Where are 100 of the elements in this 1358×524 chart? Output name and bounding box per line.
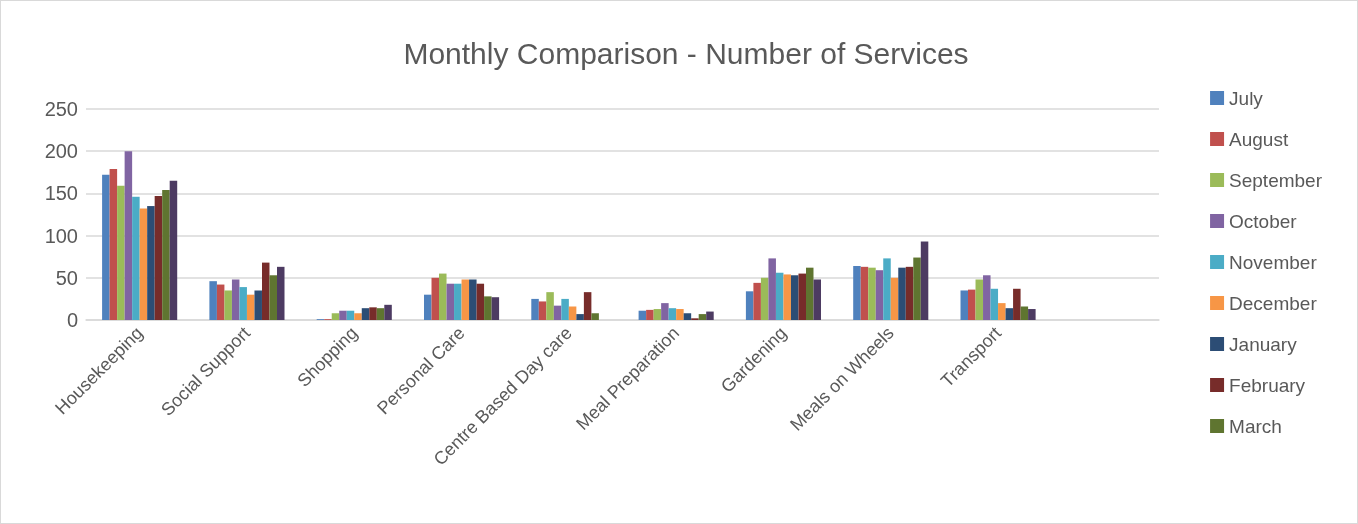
bar xyxy=(231,279,240,320)
bar xyxy=(860,266,869,320)
bar xyxy=(1020,306,1029,320)
bar xyxy=(646,309,654,320)
bar xyxy=(783,274,791,320)
bar xyxy=(376,308,385,320)
bar xyxy=(461,279,470,320)
bar xyxy=(698,314,707,320)
bar xyxy=(768,258,776,320)
legend-label: July xyxy=(1229,87,1264,109)
bar xyxy=(676,309,684,320)
bar xyxy=(990,288,999,320)
bar xyxy=(169,180,178,320)
bar xyxy=(216,284,225,320)
bar xyxy=(898,267,906,320)
bar xyxy=(968,289,976,320)
bar xyxy=(154,195,163,320)
bar xyxy=(668,308,677,320)
legend-label: September xyxy=(1229,169,1323,191)
bar xyxy=(576,314,584,320)
y-tick-label: 250 xyxy=(44,98,78,120)
bar xyxy=(361,308,370,320)
bar xyxy=(853,265,861,320)
bar xyxy=(805,267,814,320)
bar xyxy=(875,270,884,320)
legend-label: August xyxy=(1229,128,1289,150)
bar xyxy=(162,190,170,320)
bar xyxy=(102,174,110,320)
bar xyxy=(109,168,118,320)
bar xyxy=(683,313,692,320)
bar xyxy=(209,281,217,320)
bar xyxy=(339,310,347,320)
bar xyxy=(454,283,462,320)
bar xyxy=(346,310,355,320)
legend-label: March xyxy=(1229,415,1282,437)
bar xyxy=(476,283,485,320)
legend-label: January xyxy=(1229,333,1298,355)
y-tick-label: 50 xyxy=(55,266,78,289)
legend-label: October xyxy=(1229,210,1298,232)
bar xyxy=(998,303,1006,320)
bar xyxy=(246,294,255,320)
bar xyxy=(920,241,929,320)
bar xyxy=(139,208,148,320)
bar xyxy=(883,258,891,320)
bar xyxy=(124,151,133,320)
bar xyxy=(868,267,876,320)
bar xyxy=(661,303,669,320)
bar xyxy=(117,185,125,320)
bar xyxy=(224,290,232,320)
bar xyxy=(431,277,440,320)
bar xyxy=(706,311,714,320)
bar xyxy=(790,275,799,320)
bar xyxy=(491,297,500,320)
bar xyxy=(384,304,392,320)
y-tick-label: 100 xyxy=(44,224,78,247)
bar xyxy=(147,206,155,320)
bar xyxy=(276,266,285,320)
bar xyxy=(568,306,577,320)
bar xyxy=(653,309,662,320)
bar xyxy=(745,291,754,320)
bar xyxy=(760,277,769,320)
y-tick-label: 0 xyxy=(66,309,78,331)
y-tick-label: 200 xyxy=(44,140,78,163)
bar xyxy=(369,307,377,320)
bar xyxy=(960,290,969,320)
bar xyxy=(446,283,455,320)
bar xyxy=(553,305,562,320)
bar xyxy=(890,277,899,320)
legend-label: November xyxy=(1229,251,1318,273)
bar xyxy=(269,275,277,320)
bar xyxy=(813,279,822,320)
bar xyxy=(1005,308,1014,320)
legend-label: December xyxy=(1229,292,1318,314)
chart-title: Monthly Comparison - Number of Services xyxy=(403,36,969,70)
bar xyxy=(469,279,477,320)
bar xyxy=(583,292,592,320)
legend-label: February xyxy=(1229,374,1306,396)
bar xyxy=(261,262,270,320)
bar xyxy=(331,313,340,320)
bar xyxy=(913,257,921,320)
bar xyxy=(983,275,991,320)
bar xyxy=(132,196,140,320)
bar xyxy=(591,313,599,320)
bar xyxy=(1028,309,1036,320)
bar xyxy=(484,296,492,320)
bar xyxy=(775,272,784,320)
bar xyxy=(254,290,262,320)
bar xyxy=(546,292,554,320)
bar xyxy=(798,273,806,320)
bar xyxy=(354,313,362,320)
bar xyxy=(439,273,447,320)
bar xyxy=(424,294,432,320)
bar xyxy=(239,287,247,320)
bar xyxy=(638,310,647,320)
y-tick-label: 150 xyxy=(44,182,78,205)
bar xyxy=(905,266,914,320)
bar xyxy=(561,298,569,320)
bar xyxy=(975,279,984,320)
bar xyxy=(1013,288,1021,320)
bar xyxy=(753,282,761,320)
